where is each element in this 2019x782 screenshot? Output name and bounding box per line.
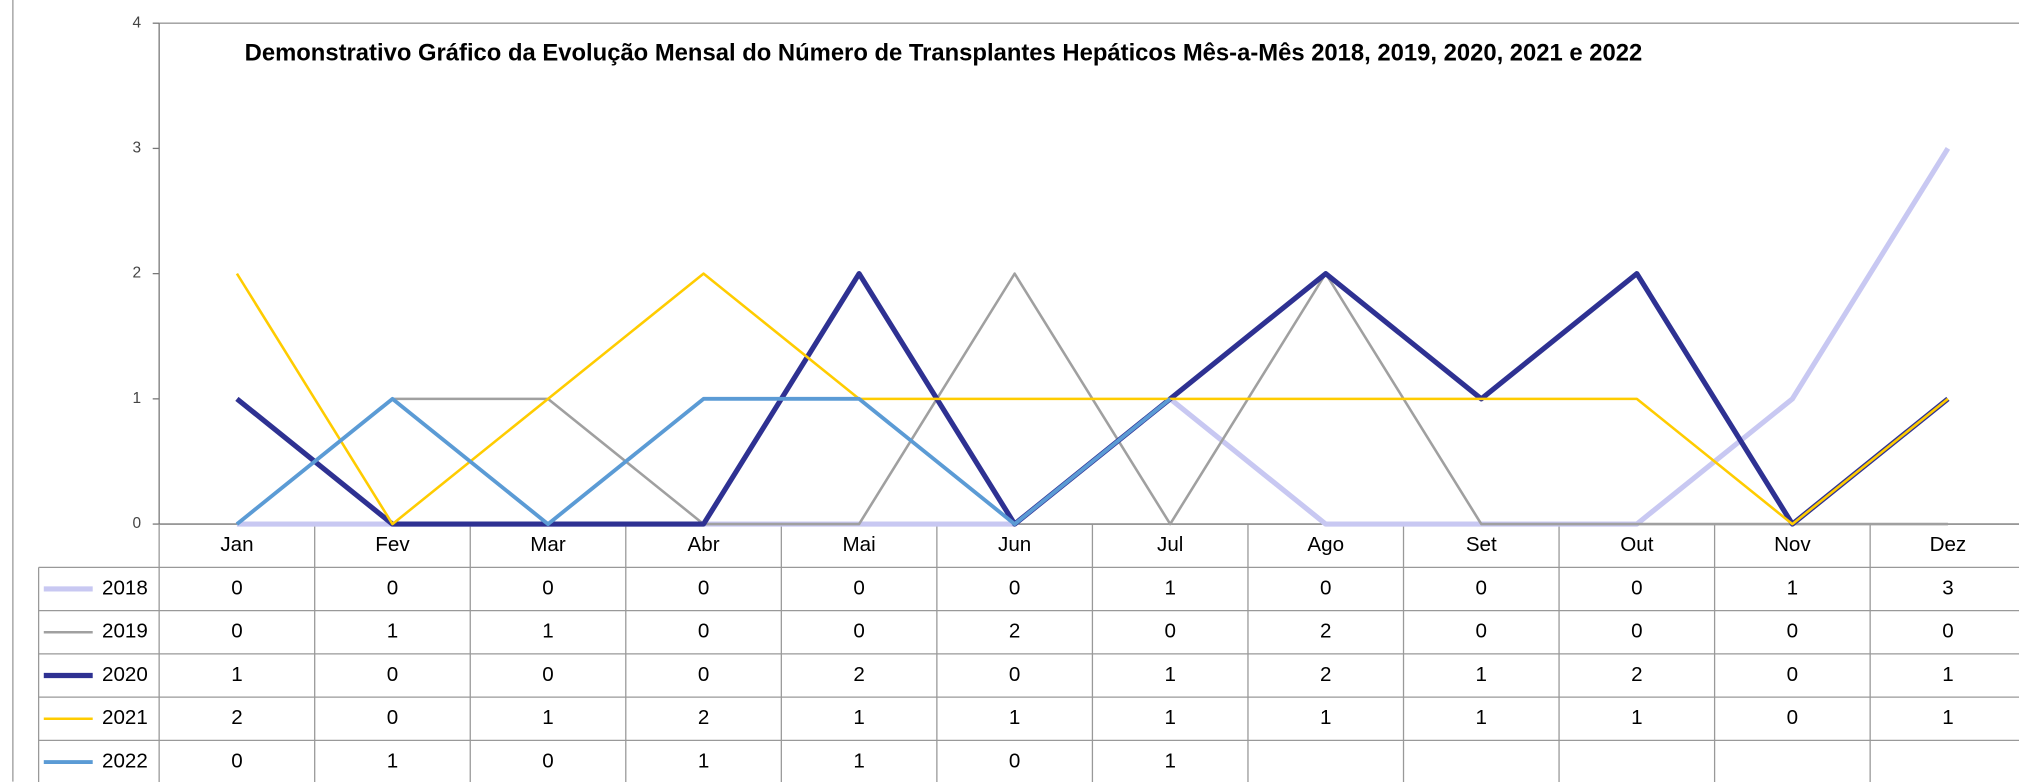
table-cell: 0 [1787,620,1798,643]
table-cell: 0 [1787,706,1798,729]
table-cell: 1 [1942,706,1953,729]
x-tick-label: Nov [1774,533,1811,556]
table-cell: 1 [1164,706,1175,729]
table-cell: 0 [542,576,553,599]
table-cell: 2 [1009,620,1020,643]
table-cell: 1 [1320,706,1331,729]
table-cell: 1 [853,706,864,729]
table-cell: 0 [698,620,709,643]
y-tick-label: 3 [133,139,142,156]
table-cell: 1 [542,706,553,729]
series-line [235,272,1949,526]
x-tick-label: Jan [220,533,253,556]
table-cell: 1 [231,663,242,686]
table-cell: 0 [1631,620,1642,643]
table-cell: 0 [1164,620,1175,643]
table-cell: 0 [387,706,398,729]
x-tick-label: Out [1620,533,1653,556]
series-line [236,147,1951,527]
table-cell: 0 [1320,576,1331,599]
table-cell: 0 [1009,663,1020,686]
table-cell: 0 [1009,576,1020,599]
table-cell: 1 [387,749,398,772]
table-cell: 3 [1942,576,1953,599]
chart-title: Demonstrativo Gráfico da Evolução Mensal… [245,39,1643,66]
table-cell: 0 [387,663,398,686]
table-cell: 0 [698,663,709,686]
table-cell: 0 [387,576,398,599]
x-tick-label: Jul [1157,533,1183,556]
table-cell: 1 [1631,706,1642,729]
table-cell: 2 [698,706,709,729]
table-cell: 0 [698,576,709,599]
table-cell: 1 [853,749,864,772]
table-cell: 1 [1476,706,1487,729]
table-cell: 1 [387,620,398,643]
table-cell: 1 [1164,576,1175,599]
table-cell: 0 [1631,576,1642,599]
x-tick-label: Abr [688,533,720,556]
table-cell: 0 [231,620,242,643]
table-cell: 0 [1009,749,1020,772]
table-cell: 0 [1787,663,1798,686]
table-cell: 0 [542,749,553,772]
legend-label: 2019 [102,620,148,643]
table-cell: 0 [1476,620,1487,643]
table-cell: 1 [1009,706,1020,729]
table-cell: 2 [1320,620,1331,643]
table-cell: 0 [853,576,864,599]
table-cell: 1 [542,620,553,643]
x-tick-label: Mar [530,533,566,556]
table-cell: 1 [1164,663,1175,686]
x-tick-label: Jun [998,533,1031,556]
x-tick-label: Fev [375,533,410,556]
table-cell: 1 [698,749,709,772]
table-cell: 1 [1476,663,1487,686]
table-cell: 0 [231,749,242,772]
legend-label: 2021 [102,706,148,729]
legend-label: 2020 [102,663,148,686]
x-tick-label: Mai [843,533,876,556]
x-tick-label: Dez [1930,533,1967,556]
table-cell: 1 [1164,749,1175,772]
table-cell: 2 [1631,663,1642,686]
table-cell: 0 [1476,576,1487,599]
table-cell: 1 [1942,663,1953,686]
x-tick-label: Set [1466,533,1497,556]
table-cell: 2 [231,706,242,729]
series-line [235,396,1172,527]
table-cell: 2 [853,663,864,686]
table-cell: 2 [1320,663,1331,686]
table-cell: 0 [231,576,242,599]
legend-label: 2018 [102,576,148,599]
table-cell: 0 [1942,620,1953,643]
y-tick-label: 4 [133,14,142,31]
table-cell: 1 [1787,576,1798,599]
y-tick-label: 0 [133,515,142,532]
table-cell: 0 [542,663,553,686]
table-cell: 0 [853,620,864,643]
y-tick-label: 1 [133,390,142,407]
y-tick-label: 2 [133,265,142,282]
legend-label: 2022 [102,749,148,772]
x-tick-label: Ago [1307,533,1344,556]
